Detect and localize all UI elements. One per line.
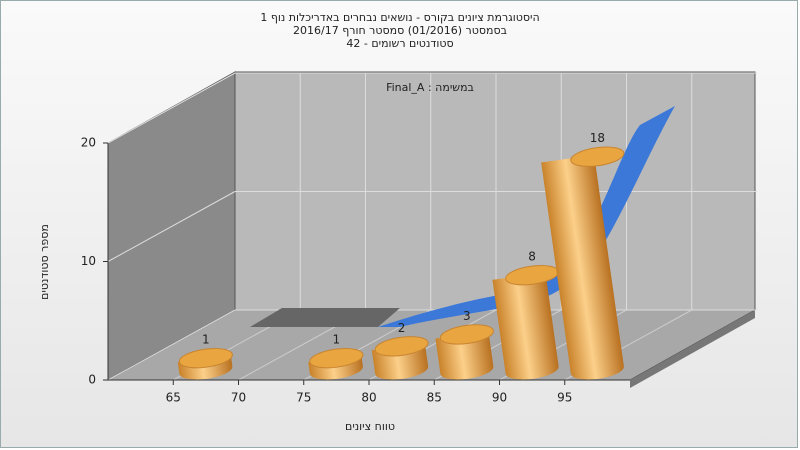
x-tick-label: 95: [557, 391, 572, 405]
bar: [435, 324, 494, 380]
value-label: 18: [590, 131, 605, 145]
bar-body: [492, 272, 559, 380]
bar-body: [541, 155, 624, 380]
x-tick-label: 75: [296, 391, 311, 405]
title-line: בסמסטר (01/2016) סמסטר חורף 2016/17: [293, 24, 507, 37]
x-tick-label: 80: [361, 391, 376, 405]
bar-top: [439, 324, 494, 345]
x-tick-label: 90: [492, 391, 507, 405]
x-axis-label: טווח ציונים: [345, 420, 395, 433]
title-line: סטודנטים רשומים - 42: [346, 37, 453, 50]
bar-top: [374, 336, 429, 357]
floor-edge: [630, 310, 755, 388]
grid-line: [107, 72, 236, 144]
x-tick-label: 85: [427, 391, 442, 405]
value-label: 1: [202, 333, 210, 347]
bar: [177, 347, 233, 380]
grid-line: [107, 309, 236, 381]
bar-top: [178, 347, 233, 369]
value-label: 1: [333, 333, 341, 347]
value-label: 2: [398, 321, 406, 335]
x-tick-label: 65: [166, 391, 181, 405]
value-label: 3: [463, 309, 471, 323]
y-tick-label: 20: [81, 136, 96, 150]
x-tick-label: 70: [231, 391, 246, 405]
flat-area: [250, 308, 400, 327]
value-label: 8: [528, 250, 536, 264]
bar: [541, 146, 625, 380]
trend-ribbon: [378, 106, 675, 327]
annotation: במשימה : Final_A: [386, 81, 474, 94]
bar: [371, 336, 429, 380]
bar: [308, 347, 364, 380]
bar-top: [309, 347, 364, 369]
grid-line: [107, 191, 236, 262]
bar-top: [570, 146, 625, 167]
y-axis-label: מספר סטודנטים: [38, 224, 51, 300]
title-line: היסטוגרמת ציונים בקורס - נושאים נבחרים ב…: [260, 11, 539, 24]
y-tick-label: 0: [88, 373, 96, 387]
y-tick-label: 10: [81, 254, 96, 268]
